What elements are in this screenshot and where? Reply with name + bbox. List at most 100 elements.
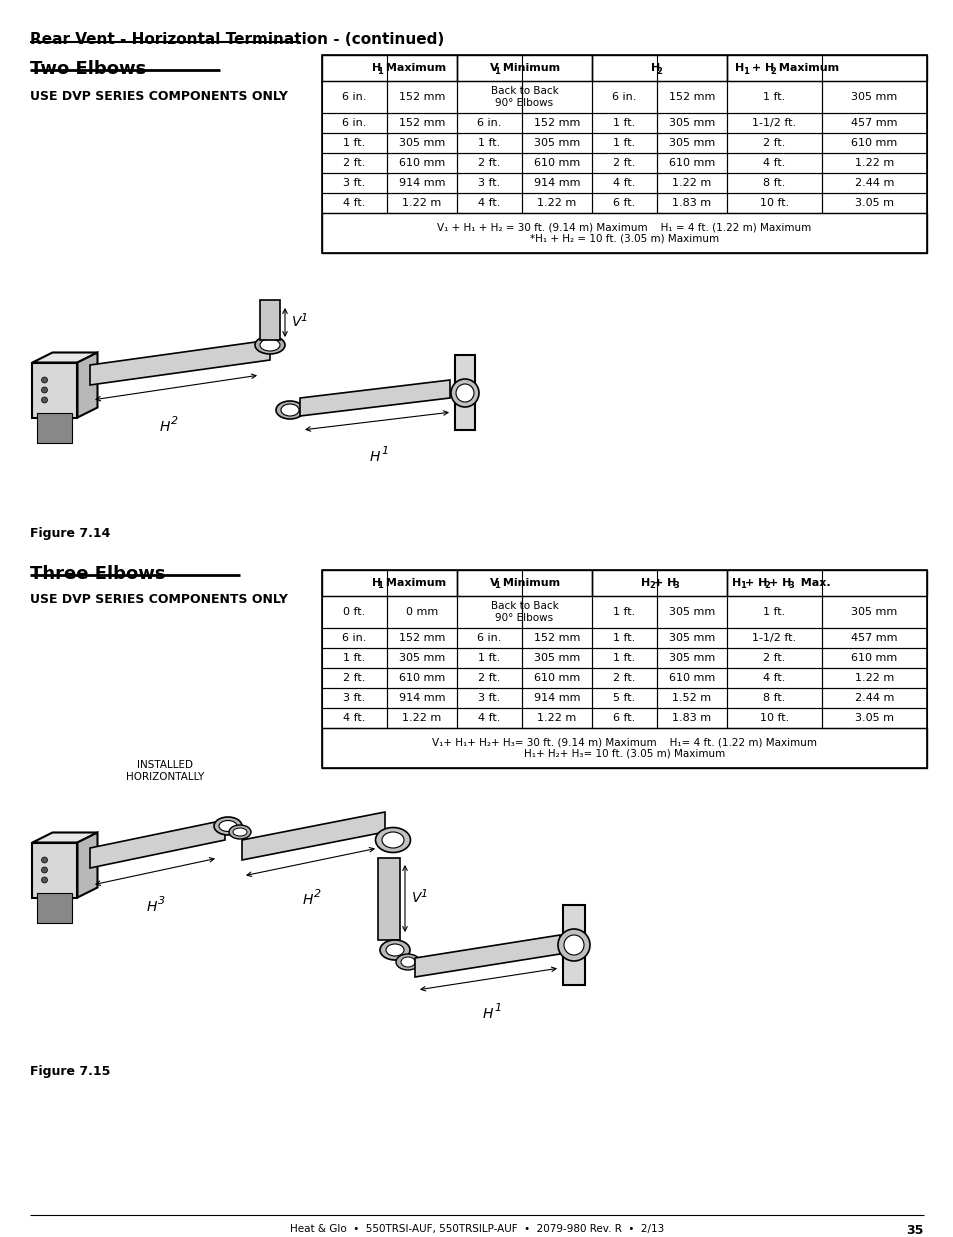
Bar [821,628,926,648]
Text: 1 ft.: 1 ft. [343,139,365,148]
Bar [592,596,657,628]
Bar [657,628,726,648]
Polygon shape [77,353,97,418]
Text: 6 in.: 6 in. [342,118,366,127]
Bar [726,628,821,648]
Text: 4 ft.: 4 ft. [762,158,785,168]
Text: Minimum: Minimum [499,63,560,73]
Bar [592,668,657,688]
Text: 1 ft.: 1 ft. [343,653,365,663]
Text: 6 ft.: 6 ft. [613,198,635,208]
Bar [521,193,592,213]
Bar [37,893,72,923]
Bar [456,173,521,193]
Circle shape [42,387,48,393]
Text: 305 mm: 305 mm [534,139,579,148]
Bar [387,134,456,153]
Text: 1: 1 [494,67,499,75]
Bar [592,134,657,153]
Text: 1.22 m: 1.22 m [402,198,441,208]
Bar [821,134,926,153]
Bar [726,668,821,688]
Text: 3: 3 [158,896,165,905]
Text: 3: 3 [673,581,679,590]
Bar [657,153,726,173]
Text: H: H [640,578,650,588]
Bar [592,153,657,173]
Polygon shape [77,833,97,898]
Text: 1: 1 [299,313,307,323]
Text: 4 ft.: 4 ft. [613,178,635,188]
Text: 610 mm: 610 mm [668,158,715,168]
Text: Three Elbows: Three Elbows [30,565,165,583]
Bar [726,113,821,134]
Text: 305 mm: 305 mm [668,607,715,617]
Text: 1: 1 [494,581,499,590]
Bar [322,596,387,628]
Bar [726,54,926,80]
Text: V: V [489,578,497,588]
Text: Maximum: Maximum [382,578,446,588]
Text: 152 mm: 152 mm [398,633,445,643]
Bar [592,80,657,113]
Text: H: H [372,578,381,588]
Bar [726,80,821,113]
Bar [456,153,521,173]
Bar [322,213,926,254]
Bar [322,708,387,729]
Bar [592,54,726,80]
Bar [456,80,521,113]
Bar [387,173,456,193]
Ellipse shape [254,336,285,354]
Text: 1 ft.: 1 ft. [613,633,635,643]
Bar [322,80,387,113]
Bar [521,708,592,729]
Text: 1: 1 [742,67,748,75]
Text: 152 mm: 152 mm [534,633,579,643]
Text: 1-1/2 ft.: 1-1/2 ft. [752,118,796,127]
Bar [592,173,657,193]
Bar [322,668,387,688]
Bar [322,628,387,648]
Polygon shape [299,380,450,416]
Text: Rear Vent - Horizontal Termination - (continued): Rear Vent - Horizontal Termination - (co… [30,32,444,47]
Text: 3.05 m: 3.05 m [854,198,893,208]
Text: 2 ft.: 2 ft. [613,158,635,168]
Text: H: H [734,63,743,73]
Text: Minimum: Minimum [499,578,560,588]
Text: 10 ft.: 10 ft. [760,713,788,722]
Text: 1.22 m: 1.22 m [854,158,893,168]
Text: 305 mm: 305 mm [668,118,715,127]
Bar [456,54,592,80]
Bar [821,153,926,173]
Text: 3.05 m: 3.05 m [854,713,893,722]
Text: 305 mm: 305 mm [850,92,897,101]
Text: 152 mm: 152 mm [398,118,445,127]
Bar [521,80,592,113]
Text: H: H [372,63,381,73]
Text: 1 ft.: 1 ft. [762,92,785,101]
Text: 0 ft.: 0 ft. [343,607,365,617]
Text: 305 mm: 305 mm [668,633,715,643]
Text: 4 ft.: 4 ft. [762,673,785,683]
Text: H: H [302,893,313,907]
Bar [455,355,475,430]
Text: 610 mm: 610 mm [398,158,445,168]
Bar [456,648,521,668]
Text: 914 mm: 914 mm [398,693,445,703]
Bar [456,570,592,596]
Text: 2.44 m: 2.44 m [854,178,893,188]
Text: 1: 1 [376,581,382,590]
Bar [592,628,657,648]
Text: 6 in.: 6 in. [476,633,501,643]
Polygon shape [260,301,280,340]
Polygon shape [377,858,399,940]
Text: + H: + H [768,578,791,588]
Bar [387,628,456,648]
Text: 1: 1 [376,67,382,75]
Ellipse shape [375,828,410,852]
Bar [592,113,657,134]
Text: 1.22 m: 1.22 m [537,713,576,722]
Text: 1: 1 [740,581,745,590]
Bar [456,708,521,729]
